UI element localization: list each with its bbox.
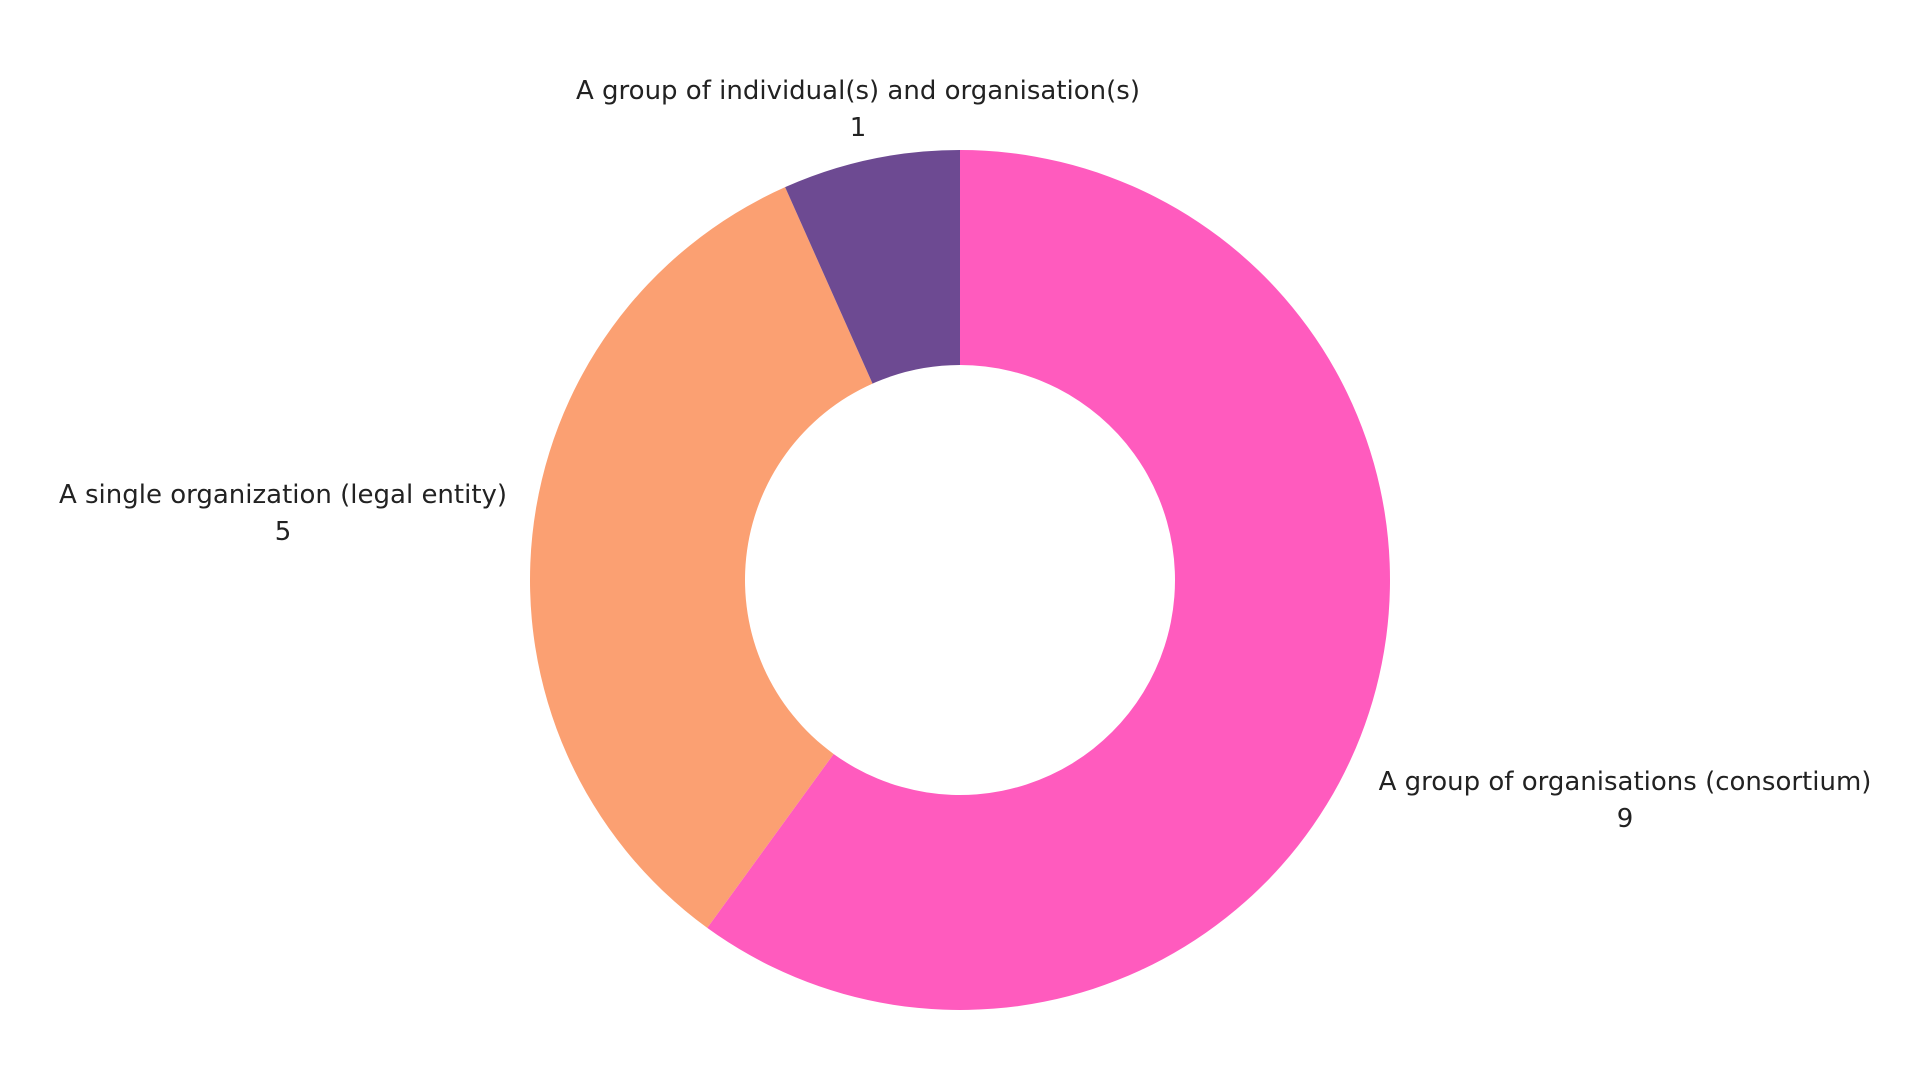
- donut-slice-2: [785, 150, 960, 384]
- slice-label-2: A group of individual(s) and organisatio…: [576, 76, 1140, 106]
- donut-slice-1: [530, 187, 873, 928]
- donut-slices: [530, 150, 1390, 1010]
- donut-slice-0: [707, 150, 1390, 1010]
- slice-label-0: A group of organisations (consortium): [1379, 767, 1872, 797]
- slice-value-2: 1: [850, 113, 867, 143]
- slice-value-0: 9: [1617, 804, 1634, 834]
- slice-labels: A group of organisations (consortium) 9 A …: [59, 76, 1871, 834]
- slice-value-1: 5: [275, 517, 292, 547]
- slice-label-1: A single organization (legal entity): [59, 480, 507, 510]
